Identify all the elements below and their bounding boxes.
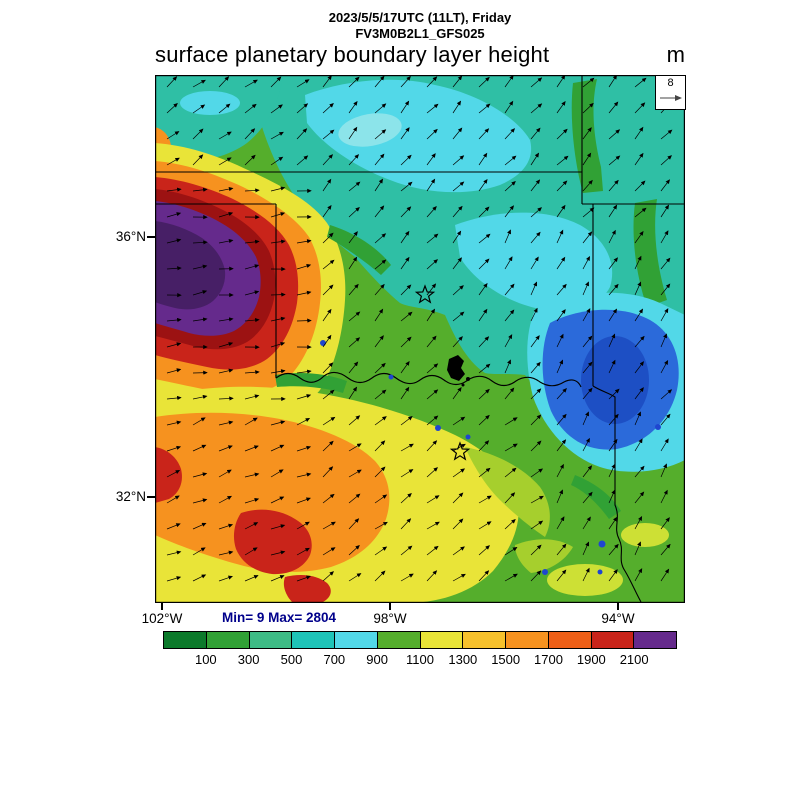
datetime-title: 2023/5/5/17UTC (11LT), Friday [328,10,512,25]
lon-tick-label-94w: 94°W [601,611,635,626]
colorbar-cell [506,632,549,648]
wind-reference-box: 8 [655,75,686,110]
lon-tick-mark [161,603,163,610]
wind-reference-arrow-icon [660,95,682,101]
wind-reference-value: 8 [667,77,674,89]
colorbar-label: 500 [280,652,303,667]
star-marker [414,284,436,304]
colorbar-cell [249,632,293,648]
minmax-label: Min= 9 Max= 2804 [222,610,337,625]
colorbar-cell [591,632,635,648]
lat-tick-mark [147,496,155,498]
colorbar-cell [548,632,592,648]
colorbar-cell [335,632,378,648]
lon-tick-label-102w: 102°W [141,611,183,626]
star-marker [449,441,471,461]
colorbar-label: 700 [323,652,346,667]
colorbar [163,631,677,649]
colorbar-cell [164,632,207,648]
lat-tick-label-36n: 36°N [115,229,146,244]
colorbar-cell [377,632,421,648]
colorbar-label: 100 [194,652,217,667]
lon-tick-mark [617,603,619,610]
colorbar-label: 1900 [576,652,606,667]
colorbar-label: 2100 [619,652,649,667]
lat-tick-label-32n: 32°N [115,489,146,504]
colorbar-cell [292,632,335,648]
plot-title: surface planetary boundary layer height [155,42,550,67]
colorbar-label: 900 [366,652,389,667]
colorbar-cell [420,632,464,648]
pbl-field-map [155,75,685,603]
colorbar-label: 1700 [534,652,563,667]
colorbar-cell [206,632,250,648]
colorbar-label: 1300 [448,652,478,667]
star-markers [414,284,471,461]
state-borders [155,75,685,603]
lon-tick-label-98w: 98°W [373,611,407,626]
units-label: m [666,42,685,67]
model-title: FV3M0B2L1_GFS025 [355,26,485,41]
colorbar-cell [634,632,676,648]
lat-tick-mark [147,236,155,238]
field-fill [155,75,685,603]
wind-arrows [166,75,673,582]
map-plot [155,75,685,603]
colorbar-label: 300 [237,652,260,667]
colorbar-labels: 100 300 500 700 900 1100 1300 1500 1700 1900 2100 [163,652,677,668]
map-frame [155,75,685,603]
lon-tick-mark [389,603,391,610]
colorbar-label: 1500 [491,652,521,667]
colorbar-label: 1100 [406,652,434,667]
colorbar-cell [463,632,506,648]
